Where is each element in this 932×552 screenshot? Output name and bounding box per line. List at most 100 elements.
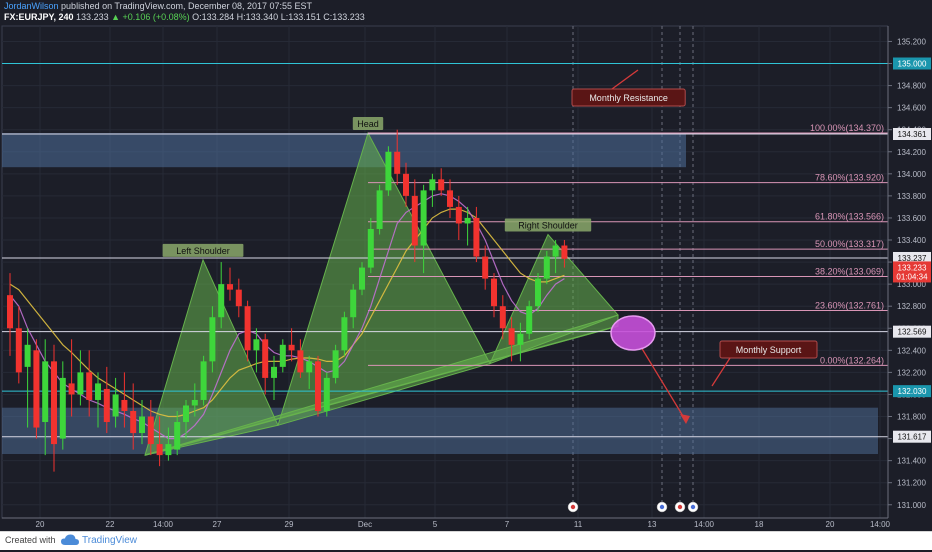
time-axis: 20 22 14:00 27 29 Dec 5 7 11 13 14:00 18 20 14:00 bbox=[2, 517, 891, 529]
price-change: +0.106 (+0.08%) bbox=[122, 12, 190, 22]
candle-body bbox=[455, 206, 462, 224]
candle-body bbox=[350, 289, 357, 318]
candle bbox=[385, 146, 392, 196]
fib-label: 23.60%(132.761) bbox=[815, 300, 884, 310]
candle bbox=[7, 273, 13, 356]
candle bbox=[420, 184, 427, 274]
candle bbox=[147, 399, 154, 456]
fib-label: 50.00%(133.317) bbox=[815, 239, 884, 249]
candle-body bbox=[438, 179, 445, 191]
candle-body bbox=[33, 350, 40, 428]
candle bbox=[191, 383, 198, 417]
candle bbox=[253, 328, 260, 373]
candle bbox=[227, 267, 233, 301]
candle bbox=[42, 339, 49, 456]
candle-body bbox=[59, 377, 66, 439]
candle bbox=[552, 240, 559, 274]
price-tick-label: 132.200 bbox=[897, 368, 926, 377]
candle bbox=[165, 427, 172, 461]
moving-average-line bbox=[9, 193, 565, 440]
candle bbox=[438, 168, 445, 196]
price-tick-label: 133.600 bbox=[897, 214, 926, 223]
monthly-resistance-label-text: Monthly Resistance bbox=[589, 93, 668, 103]
candle bbox=[95, 372, 101, 428]
candle bbox=[350, 284, 357, 329]
time-tick-label: 20 bbox=[826, 520, 835, 529]
price-axis: 135.200135.000134.800134.600134.400134.2… bbox=[887, 0, 932, 532]
event-marker-dot bbox=[659, 504, 665, 510]
publish-info: JordanWilson published on TradingView.co… bbox=[4, 1, 312, 11]
candle bbox=[183, 399, 189, 439]
left-shoulder-label: Left Shoulder bbox=[162, 243, 244, 257]
candle bbox=[341, 311, 348, 356]
time-tick-label: 27 bbox=[213, 520, 222, 529]
candle-body bbox=[174, 422, 181, 450]
candle-body bbox=[271, 366, 277, 378]
candle-body bbox=[526, 306, 533, 334]
fib-label: 100.00%(134.370) bbox=[810, 123, 884, 133]
candle-body bbox=[165, 444, 172, 456]
author-link[interactable]: JordanWilson bbox=[4, 1, 59, 11]
head-label: Head bbox=[352, 117, 384, 131]
candle bbox=[464, 206, 471, 246]
candle-body bbox=[24, 344, 31, 367]
tradingview-cloud-icon bbox=[60, 533, 80, 552]
candle bbox=[174, 410, 181, 456]
candle-body bbox=[385, 151, 392, 191]
candle bbox=[288, 328, 295, 362]
tradingview-brand[interactable]: TradingView bbox=[82, 535, 138, 546]
candle-body bbox=[394, 151, 401, 174]
event-marker-dot bbox=[570, 504, 576, 510]
monthly-support-label: Monthly Support bbox=[719, 340, 818, 359]
annotations: Head Left Shoulder Right Shoulder Monthly R… bbox=[162, 69, 818, 513]
candle-body bbox=[359, 267, 365, 290]
candle-body bbox=[200, 361, 207, 400]
symbol-info: FX:EURJPY, 240 133.233 ▲ +0.106 (+0.08%)… bbox=[4, 12, 365, 22]
candle bbox=[517, 322, 524, 362]
candlesticks bbox=[7, 129, 568, 472]
candle bbox=[33, 339, 40, 439]
candle-body bbox=[473, 217, 480, 257]
created-with-label: Created with bbox=[5, 535, 56, 545]
candle bbox=[359, 262, 365, 296]
price-tick-label: 135.200 bbox=[897, 37, 926, 46]
candle-body bbox=[244, 306, 251, 351]
candle bbox=[535, 273, 541, 312]
candle bbox=[561, 240, 568, 268]
candle bbox=[112, 377, 119, 428]
price-tick-label: 133.400 bbox=[897, 236, 926, 245]
candle bbox=[279, 339, 286, 373]
candle bbox=[244, 300, 251, 362]
candle-body bbox=[323, 377, 330, 411]
candle-body bbox=[561, 245, 568, 259]
level-price-tag bbox=[893, 57, 931, 70]
candle-body bbox=[508, 328, 515, 345]
resistance-pointer-line bbox=[611, 69, 639, 90]
price-tick-label: 133.000 bbox=[897, 280, 926, 289]
candle-body bbox=[297, 350, 304, 373]
level-price-text: 132.030 bbox=[898, 387, 927, 396]
monthly-resistance-label: Monthly Resistance bbox=[571, 88, 686, 107]
candle-body bbox=[482, 256, 489, 279]
level-price-text: 135.000 bbox=[898, 60, 927, 69]
time-tick-label: 14:00 bbox=[153, 520, 174, 529]
price-tick-label: 131.400 bbox=[897, 457, 926, 466]
target-circle bbox=[610, 315, 656, 351]
fib-label: 0.00%(132.264) bbox=[820, 355, 884, 365]
candle-body bbox=[262, 339, 269, 378]
price-tick-label: 131.000 bbox=[897, 501, 926, 510]
candle bbox=[86, 350, 93, 417]
candle bbox=[15, 306, 22, 384]
projection-arrow-line bbox=[640, 346, 687, 422]
current-price-text: 133.233 bbox=[898, 263, 927, 272]
symbol-label[interactable]: FX:EURJPY, 240 bbox=[4, 12, 74, 22]
level-price-tag bbox=[893, 325, 931, 338]
candle bbox=[51, 344, 57, 472]
neckline bbox=[144, 325, 619, 456]
candle bbox=[332, 344, 339, 384]
fib-label: 78.60%(133.920) bbox=[815, 173, 884, 183]
fib-label: 61.80%(133.566) bbox=[815, 212, 884, 222]
event-marker-dot bbox=[690, 504, 696, 510]
level-price-text: 132.569 bbox=[898, 328, 927, 337]
